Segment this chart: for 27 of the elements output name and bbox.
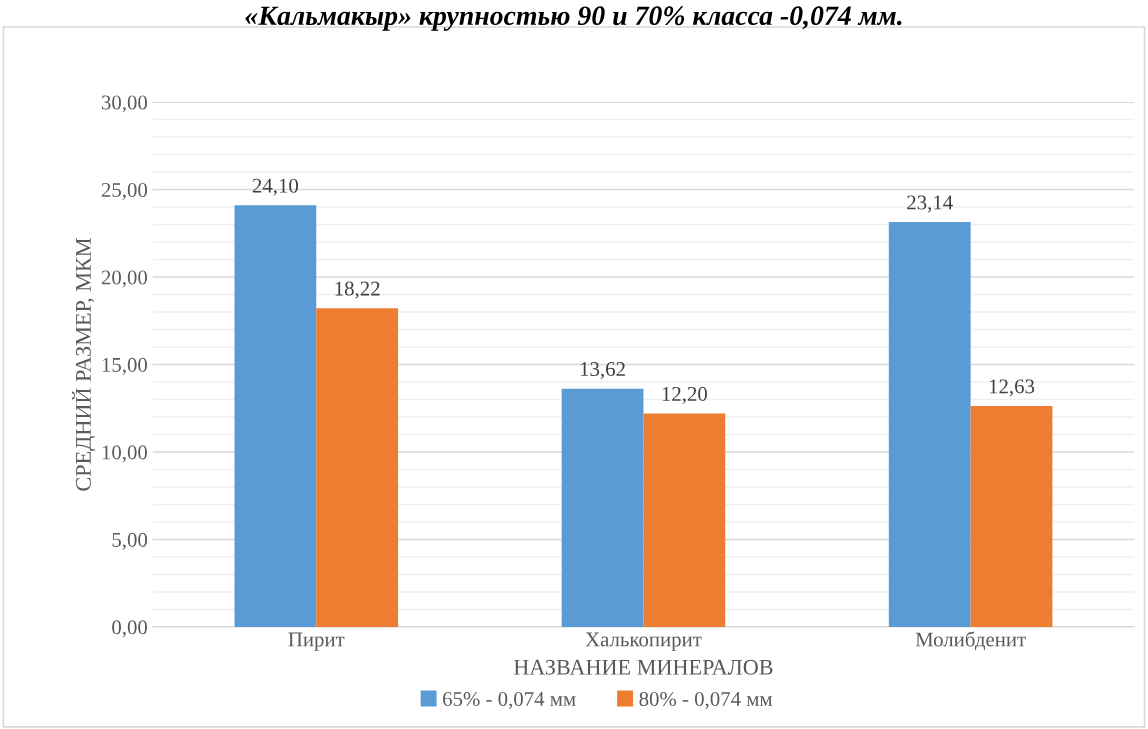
bar <box>888 222 971 627</box>
bar <box>643 413 726 627</box>
data-label: 12,63 <box>989 379 1035 397</box>
chart-title: «Кальмакыр» крупностью 90 и 70% класса -0,074 мм. <box>245 6 902 31</box>
y-tick-label: 10,00 <box>102 445 148 463</box>
data-label: 18,22 <box>335 281 380 299</box>
data-label: 12,20 <box>662 386 707 404</box>
y-tick-label: 30,00 <box>101 95 148 113</box>
y-tick-label: 0,00 <box>112 620 148 638</box>
data-label: 13,62 <box>580 362 625 380</box>
bar <box>316 308 399 627</box>
bar <box>234 205 317 627</box>
bar <box>970 405 1053 627</box>
x-tick-label: Халькопирит <box>585 632 702 651</box>
data-label: 23,14 <box>907 195 953 213</box>
legend-label: 65% - 0,074 мм <box>443 691 576 710</box>
y-axis-title: СРЕДНИЙ РАЗМЕР, МКМ <box>71 238 96 491</box>
legend-label: 80% - 0,074 мм <box>639 691 773 710</box>
y-tick-label: 15,00 <box>102 357 148 375</box>
y-tick-label: 5,00 <box>112 532 148 550</box>
x-axis-title: НАЗВАНИЕ МИНЕРАЛОВ <box>513 659 773 675</box>
bar <box>561 388 644 627</box>
x-tick-label: Пирит <box>288 632 345 651</box>
x-tick-label: Молибденит <box>915 631 1026 651</box>
y-tick-label: 20,00 <box>101 270 148 288</box>
data-label: 24,10 <box>252 178 299 196</box>
y-tick-label: 25,00 <box>101 182 148 200</box>
